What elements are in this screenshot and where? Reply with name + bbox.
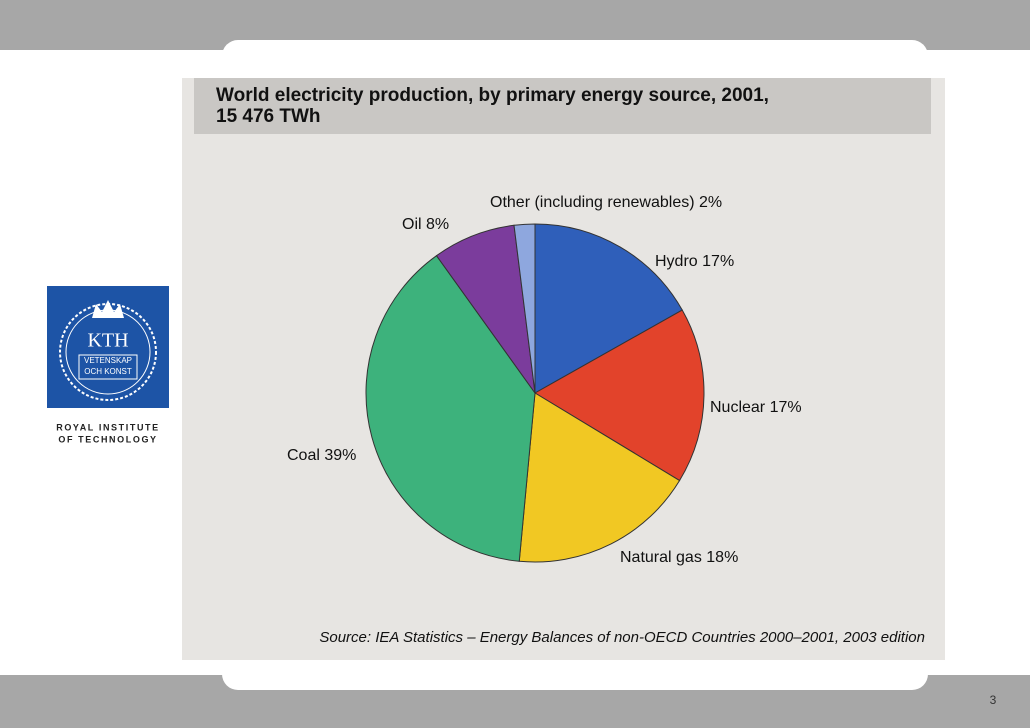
logo-name: KTH — [87, 330, 128, 352]
chart-title: World electricity production, by primary… — [216, 85, 769, 106]
logo-crown — [92, 300, 124, 318]
slice-category: Hydro — [655, 253, 698, 270]
logo: KTH VETENSKAP OCH KONST ROYAL INSTITUTE … — [47, 286, 169, 444]
pie-slice — [534, 223, 683, 394]
slice-category: Nuclear — [710, 399, 766, 416]
title-band — [194, 78, 931, 134]
slice-category: Oil — [402, 216, 422, 233]
slice-value-label: 18% — [706, 549, 738, 566]
slice-label: Coal 39% — [287, 447, 356, 464]
logo-text: OCH KONST — [84, 367, 132, 376]
pie-slice — [365, 254, 536, 562]
chart-source: Source: IEA Statistics – Energy Balances… — [319, 629, 925, 646]
slice-label: Nuclear 17% — [710, 399, 802, 416]
slice-category: Other (including renewables) — [490, 194, 695, 211]
logo-text: VETENSKAP — [84, 356, 132, 365]
pie-slice — [518, 392, 681, 563]
slice-label: Hydro 17% — [655, 253, 734, 270]
slice-label: Oil 8% — [402, 216, 449, 233]
chart-subtitle: 15 476 TWh — [216, 106, 321, 127]
slice-category: Coal — [287, 447, 320, 464]
logo-box — [78, 354, 138, 380]
pie-slice — [513, 223, 536, 394]
logo-caption: ROYAL INSTITUTE — [56, 422, 160, 432]
slice-value-label: 39% — [324, 447, 356, 464]
slice-label: Natural gas 18% — [620, 549, 738, 566]
logo-caption: OF TECHNOLOGY — [58, 434, 157, 444]
slice-value-label: 17% — [770, 399, 802, 416]
slice-value-label: 17% — [702, 253, 734, 270]
page-number: 3 — [990, 693, 997, 707]
slice-value-label: 2% — [699, 194, 722, 211]
slice-value-label: 8% — [426, 216, 449, 233]
pie-slice — [534, 309, 705, 482]
slice-label: Other (including renewables) 2% — [490, 194, 722, 211]
slice-category: Natural gas — [620, 549, 702, 566]
chart: World electricity production, by primary… — [182, 78, 945, 660]
